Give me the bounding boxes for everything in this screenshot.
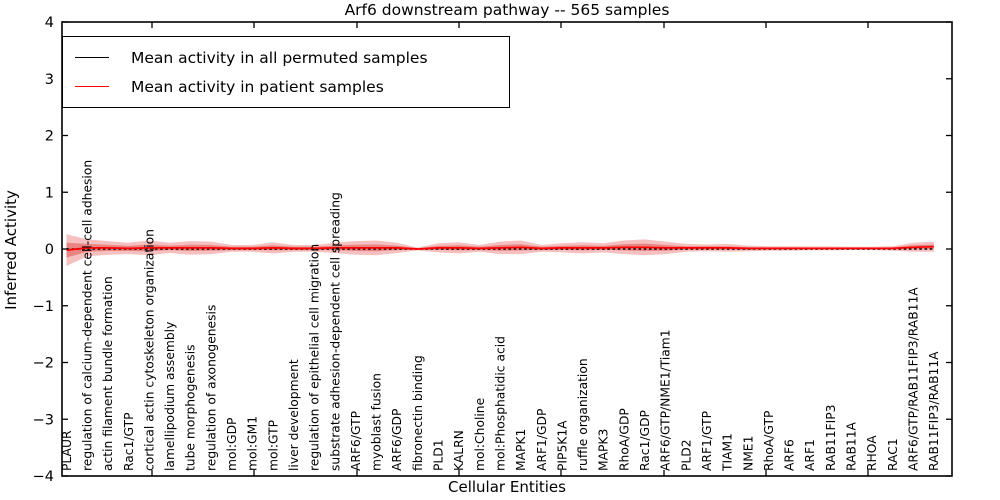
x-category-label: mol:Choline xyxy=(473,398,487,471)
y-tick-label: −4 xyxy=(33,469,54,485)
x-category-label: Rac1/GTP xyxy=(122,412,136,471)
x-category-label: RAB11FIP3 xyxy=(824,405,838,471)
x-category-label: TIAM1 xyxy=(721,433,735,472)
x-category-label: MAPK1 xyxy=(514,429,528,471)
x-category-label: ruffle organization xyxy=(576,358,590,471)
chart-title: Arf6 downstream pathway -- 565 samples xyxy=(344,1,670,19)
x-category-label: regulation of axonogenesis xyxy=(204,305,218,471)
x-category-label: Rac1/GDP xyxy=(638,410,652,471)
x-category-label: RhoA/GTP xyxy=(762,411,776,471)
legend-item-permuted: Mean activity in all permuted samples xyxy=(75,43,499,72)
x-category-label: PIP5K1A xyxy=(555,420,569,471)
x-category-label: fibronectin binding xyxy=(411,355,425,471)
legend-label-patient: Mean activity in patient samples xyxy=(131,77,384,96)
y-tick-label: −2 xyxy=(33,356,54,372)
legend-label-permuted: Mean activity in all permuted samples xyxy=(131,48,428,67)
y-tick-label: 1 xyxy=(45,185,54,201)
x-axis-label: Cellular Entities xyxy=(448,478,566,496)
x-category-label: actin filament bundle formation xyxy=(101,276,115,471)
y-tick-label: 0 xyxy=(45,242,54,258)
x-category-label: MAPK3 xyxy=(597,429,611,471)
x-category-label: RAC1 xyxy=(886,438,900,471)
patient-mean-line xyxy=(66,245,934,251)
x-category-label: RAB11A xyxy=(845,421,859,471)
patient-line-swatch xyxy=(75,86,109,87)
x-category-label: lamellipodium assembly xyxy=(163,322,177,471)
x-category-label: RHOA xyxy=(865,435,879,471)
x-category-label: liver development xyxy=(287,359,301,471)
x-category-label: ARF6/GTP/NME1/Tiam1 xyxy=(659,329,673,471)
x-category-label: RAB11FIP3/RAB11A xyxy=(927,351,941,471)
x-category-label: mol:GM1 xyxy=(246,416,260,471)
legend-item-patient: Mean activity in patient samples xyxy=(75,72,499,101)
x-category-label: myoblast fusion xyxy=(370,373,384,471)
x-category-label: PLD2 xyxy=(679,439,693,471)
x-category-label: mol:GDP xyxy=(225,418,239,471)
x-category-label: ARF6/GDP xyxy=(390,409,404,471)
y-tick-label: 2 xyxy=(45,129,54,145)
x-category-label: ARF1 xyxy=(803,439,817,471)
x-category-label: ARF6 xyxy=(783,439,797,471)
x-category-label: regulation of calcium-dependent cell-cel… xyxy=(80,160,94,471)
x-category-label: tube morphogenesis xyxy=(184,344,198,471)
y-tick-label: 3 xyxy=(45,72,54,88)
uncertainty-band-outer xyxy=(66,234,934,266)
x-category-label: RhoA/GDP xyxy=(617,408,631,471)
x-category-label: ARF6/GTP xyxy=(349,411,363,471)
x-category-label: ARF1/GDP xyxy=(535,409,549,471)
y-tick-label: −3 xyxy=(33,412,54,428)
legend: Mean activity in all permuted samples Me… xyxy=(62,36,510,108)
x-category-label: PLAUR xyxy=(60,430,74,471)
permuted-line-swatch xyxy=(75,57,109,58)
x-category-label: substrate adhesion-dependent cell spread… xyxy=(328,192,342,471)
x-category-label: KALRN xyxy=(452,430,466,471)
x-category-label: PLD1 xyxy=(432,439,446,471)
x-category-label: ARF1/GTP xyxy=(700,411,714,471)
x-category-label: NME1 xyxy=(741,436,755,471)
x-category-label: mol:Phosphatidic acid xyxy=(493,336,507,471)
y-tick-label: 4 xyxy=(45,15,54,31)
x-category-label: ARF6/GTP/RAB11FIP3/RAB11A xyxy=(906,287,920,471)
y-tick-label: −1 xyxy=(33,299,54,315)
x-category-label: regulation of epithelial cell migration xyxy=(308,244,322,471)
x-category-label: cortical actin cytoskeleton organization xyxy=(142,229,156,471)
x-category-label: mol:GTP xyxy=(266,420,280,471)
uncertainty-band-inner xyxy=(66,242,934,258)
